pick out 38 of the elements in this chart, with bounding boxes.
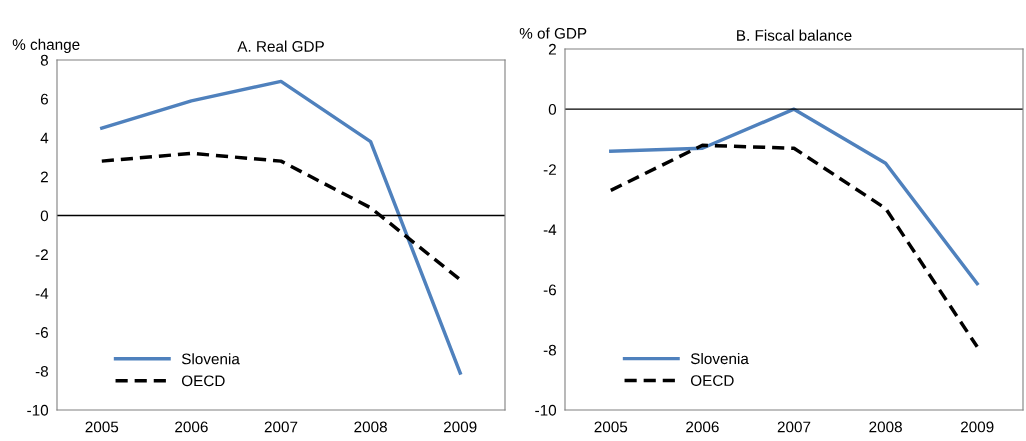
line-series <box>609 107 979 286</box>
y-tick-label: -10 <box>27 404 49 416</box>
x-tick-label: 2009 <box>443 421 477 433</box>
legend-label: Slovenia <box>690 352 749 365</box>
x-tick-label: 2005 <box>85 421 119 433</box>
y-tick-label: -8 <box>543 344 556 356</box>
legend-label: OECD <box>690 375 734 387</box>
x-tick-label: 2006 <box>686 421 719 433</box>
x-tick-label: 2007 <box>264 421 298 433</box>
y-tick-label: -2 <box>543 164 556 175</box>
x-tick-label: 2008 <box>869 421 902 433</box>
y-axis-title: % of GDP <box>519 27 587 39</box>
y-tick-label: 0 <box>40 210 49 222</box>
y-tick-label: -2 <box>35 249 48 260</box>
line-series <box>609 143 979 349</box>
y-tick-label: -8 <box>35 365 48 377</box>
y-tick-label: 2 <box>40 171 48 183</box>
legend-label: OECD <box>181 375 225 387</box>
y-tick-label: -6 <box>35 327 48 338</box>
chart-title: B. Fiscal balance <box>737 29 852 41</box>
y-axis-title: % change <box>12 38 80 53</box>
y-tick-label: -4 <box>35 288 49 299</box>
x-tick-label: 2005 <box>594 421 628 433</box>
y-tick-label: -6 <box>543 284 556 296</box>
chart-title: A. Real GDP <box>237 40 324 52</box>
x-tick-label: 2009 <box>960 421 994 433</box>
x-tick-label: 2007 <box>777 421 811 433</box>
y-tick-label: 2 <box>548 43 556 55</box>
y-tick-label: 8 <box>40 54 48 66</box>
y-tick-label: 0 <box>548 104 557 115</box>
x-tick-label: 2008 <box>354 421 387 433</box>
y-tick-label: 4 <box>40 132 49 144</box>
y-tick-label: 6 <box>40 93 48 105</box>
y-tick-label: -10 <box>535 404 557 416</box>
legend-label: Slovenia <box>181 353 240 365</box>
x-tick-label: 2006 <box>175 421 208 433</box>
line-series <box>100 79 462 375</box>
y-tick-label: -4 <box>543 224 557 236</box>
